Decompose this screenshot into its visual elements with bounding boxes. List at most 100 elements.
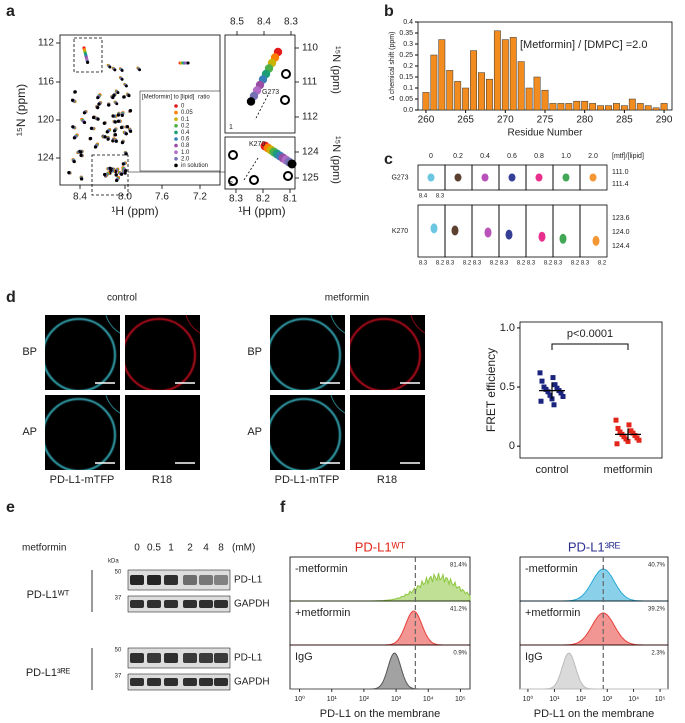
legend-box [139,90,221,172]
peak-contour [508,173,516,182]
nmr-peak [122,95,126,99]
column-title: [mtf]/[lipid] [612,153,644,160]
peak-contour [454,173,462,182]
row-label: +metformin [295,607,350,619]
nmr-peak [120,77,124,81]
legend-marker [174,143,178,148]
significance-bracket [551,343,629,350]
peak-contour [427,173,435,182]
concentration-label: 8 [218,543,224,554]
legend-marker [174,110,178,115]
row-label: BP [22,346,37,358]
nmr-peak [113,133,118,137]
x-axis-label: Residue Number [507,128,583,139]
nmr-peak [72,159,76,164]
annotation: p<0.0001 [567,328,613,340]
marker-label: 50 [115,570,122,576]
spectrum-cell [498,204,527,258]
band-label: PD-L1 [234,653,263,664]
bar [517,61,525,111]
nmr-peak [67,171,71,175]
legend-label: 0.05 [181,110,193,116]
legend-marker [174,163,178,168]
y-tick-label: 116 [38,77,54,88]
spectrum-cell [525,204,554,258]
nmr-peak [103,135,107,139]
peak-contour [481,173,489,182]
nmr-peak [80,177,84,181]
legend-label: 2.0 [181,156,190,162]
nmr-peak [103,172,107,177]
legend-title: ratio [198,95,210,101]
membrane [410,315,425,334]
dot [560,394,566,400]
legend-marker [174,117,178,121]
nmr-peak [246,97,256,106]
marker-label: 37 [115,596,122,602]
x-tick-label: 8.2 [256,194,270,205]
nmr-peak [71,125,75,129]
bar [462,87,470,111]
chart-title: [Metformin] / [DMPC] =2.0 [520,39,647,51]
peak-contour [562,173,570,182]
bar [533,76,541,111]
nmr-peak [114,139,118,143]
panel-label: a [6,3,15,20]
column-label: 0.6 [507,153,517,160]
y-tick-label: 1.0 [500,322,515,334]
channel-label: PD-L1-mTFP [275,474,340,486]
bar [589,103,597,111]
spectrum-cell [579,164,608,191]
x-tick-label: 8.2 [463,261,472,267]
percent-label: 0.9% [453,651,467,657]
nmr-peak [124,152,128,156]
nmr-peak [96,117,100,121]
channel-label: R18 [377,474,397,486]
x-tick-label: 10⁰ [523,695,534,703]
y-tick-label: 0.35 [399,30,413,37]
x-tick-label: control [535,464,568,476]
nmr-peak [116,91,120,95]
x-tick-label: 10³ [391,696,402,703]
concentration-label: 0 [134,543,140,554]
x-tick-label: 285 [616,115,633,126]
nmr-peak [114,173,118,177]
bar [501,39,509,111]
dot [625,438,631,444]
nmr-peak [107,103,111,107]
y-tick-label: 112 [302,112,318,123]
nmr-peak [72,136,77,140]
y-axis-label: Δ chemical shift (ppm) [389,32,396,101]
y-tick-label: 120 [37,115,54,126]
bar [486,78,493,111]
y-tick-label: 123.6 [612,215,630,222]
membrane [270,318,341,390]
histogram [520,652,668,690]
x-tick-label: 8.2 [598,261,607,267]
bar [652,107,660,111]
nmr-peak [96,96,100,100]
dot [558,390,564,396]
dot [626,422,632,428]
x-tick-label: 10⁰ [294,695,305,703]
dot [614,441,620,447]
band [164,600,178,608]
marker-label: 50 [115,648,122,654]
nmr-peak [82,111,87,115]
peak-contour [430,223,438,234]
x-axis-label: ¹H (ppm) [238,204,285,218]
plot-title: PD-L1³ᴿᴱ [568,539,621,554]
x-tick-label: 270 [497,115,514,126]
x-tick-label: 275 [537,115,554,126]
x-tick-label: 265 [457,115,474,126]
peak-contour [589,173,597,182]
condition-label: control [107,293,137,304]
band [183,600,197,608]
nmr-peak [280,95,290,105]
legend-label: 0.6 [181,137,190,143]
column-label: 0 [429,153,433,160]
channel-label: PD-L1-mTFP [50,474,115,486]
y-axis-label: ¹⁵N (ppm) [14,84,28,136]
bar [628,98,636,111]
